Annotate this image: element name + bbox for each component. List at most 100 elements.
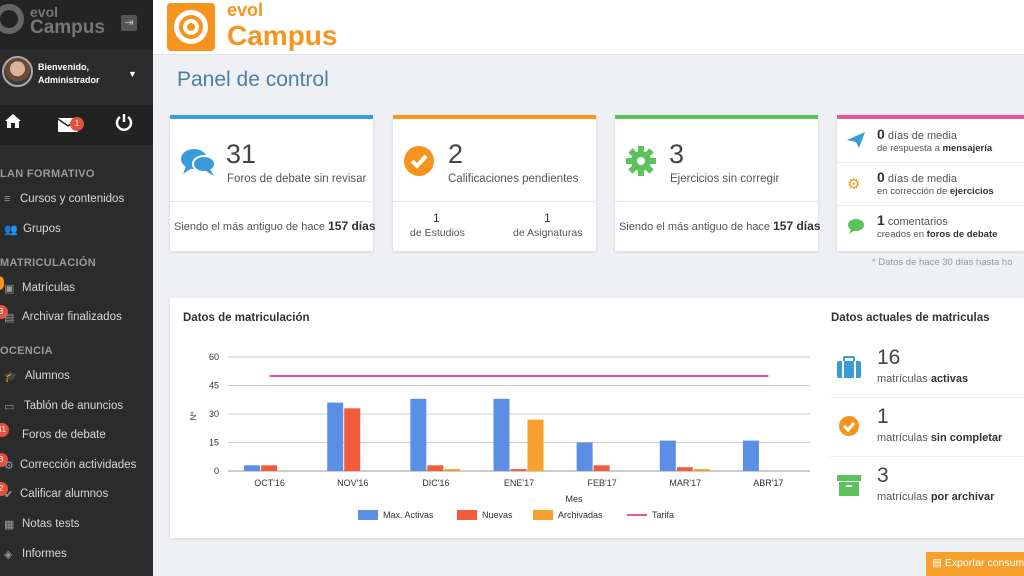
avg-exercises-row: ⚙ 0 días de media en corrección de ejerc… — [837, 163, 1024, 206]
comments-icon — [848, 219, 864, 234]
sidebar-item-archivar[interactable]: 3 ▤ Archivar finalizados — [0, 305, 153, 332]
brand-swirl-inner — [183, 19, 199, 35]
card-forums[interactable]: 31 Foros de debate sin revisar Siendo el… — [170, 115, 376, 251]
sidebar-item-notas[interactable]: ▦ Notas tests — [0, 515, 153, 539]
chart-bar — [410, 398, 427, 471]
x-tick-label: FEB'17 — [588, 478, 617, 488]
forums-footer: Siendo el más antiguo de hace 157 días — [174, 219, 376, 233]
avg-forums-value: 1 comentarios — [877, 212, 948, 228]
check-circle-icon — [404, 146, 434, 176]
foros-badge: 31 — [0, 423, 9, 437]
brand-campus: Campus — [227, 20, 338, 51]
sidebar-item-calificar[interactable]: 2 ✔ Calificar alumnos — [0, 482, 153, 509]
avg-exercises-desc: en corrección de ejercicios — [877, 186, 994, 197]
legend-label: Nuevas — [482, 510, 513, 520]
sidebar-item-label: Corrección actividades — [20, 459, 137, 471]
top-bar: evol Campus — [153, 0, 1024, 55]
sidebar-item-label: Informes — [22, 548, 67, 560]
list-icon: ▦ — [4, 519, 15, 531]
matriculas-badge — [0, 276, 4, 290]
sidebar-item-correccion[interactable]: 3 ⚙ Corrección actividades — [0, 453, 153, 480]
quick-actions: 1 — [0, 105, 153, 145]
collapse-sidebar-icon[interactable]: ⇥ — [121, 15, 137, 31]
gear-icon — [626, 146, 656, 176]
avatar — [2, 56, 33, 87]
avg-value: 0 — [877, 169, 885, 185]
divider — [615, 201, 818, 202]
chart-bar — [344, 408, 361, 471]
users-icon: 👥 — [4, 224, 18, 236]
card-accent-bar — [170, 115, 373, 119]
sidebar-item-grupos[interactable]: 👥 Grupos — [0, 220, 153, 244]
grades-studies-label: de Estudios — [410, 227, 465, 239]
grades-label: Calificaciones pendientes — [448, 173, 579, 185]
sidebar-item-informes[interactable]: ◈ Informes — [0, 545, 153, 569]
x-tick-label: ENE'17 — [504, 478, 534, 488]
current-label-text: matrículas — [877, 491, 928, 503]
card-accent-bar — [837, 115, 1024, 119]
briefcase-icon: ▣ — [4, 283, 15, 295]
sidebar-item-label: Notas tests — [22, 518, 80, 530]
chevron-down-icon[interactable]: ▼ — [128, 69, 137, 79]
enrollment-chart-title: Datos de matriculación — [183, 312, 310, 324]
avg-desc-bold: mensajería — [942, 143, 993, 154]
sidebar-item-label: Grupos — [23, 223, 61, 235]
avg-desc: de respuesta a — [877, 143, 940, 154]
averages-note: * Datos de hace 30 días hasta ho — [872, 257, 1013, 268]
sidebar-item-cursos[interactable]: ≡ Cursos y contenidos — [0, 190, 153, 214]
brand-evol: evol — [227, 0, 264, 20]
home-icon[interactable] — [4, 112, 22, 135]
sidebar-logo[interactable]: evol Campus ⇥ — [0, 0, 153, 50]
card-exercises[interactable]: 3 Ejercicios sin corregir Siendo el más … — [615, 115, 821, 251]
avg-unit: días de media — [887, 173, 957, 185]
enrollment-panel: Datos de matriculación 0 15 30 45 60 Nº OCT'16… — [170, 298, 1024, 538]
chart-bar — [244, 465, 261, 471]
card-grades[interactable]: 2 Calificaciones pendientes 1 de Estudio… — [393, 115, 596, 251]
power-icon[interactable] — [115, 113, 133, 136]
card-accent-bar — [615, 115, 818, 119]
x-axis-label: Mes — [565, 494, 583, 504]
avg-desc: creados en — [877, 229, 925, 240]
sidebar-item-label: Matrículas — [22, 282, 76, 294]
briefcase-icon — [837, 356, 861, 378]
forums-count: 31 — [226, 139, 257, 169]
gear-icon: ⚙ — [4, 460, 14, 472]
chart-bar — [493, 398, 510, 471]
user-menu[interactable]: Bienvenido, Administrador ▼ — [0, 50, 153, 104]
sidebar-item-matriculas[interactable]: ▣ Matrículas — [0, 276, 153, 303]
legend-swatch — [533, 510, 553, 520]
legend-label: Max. Activas — [383, 510, 434, 520]
legend-label: Archivadas — [558, 510, 603, 520]
chart-bar — [444, 469, 461, 471]
chart-bar — [659, 440, 676, 471]
chart-bar — [693, 469, 710, 471]
current-label-bold: sin completar — [930, 432, 1003, 444]
current-incomplete-row: 1 matrículas sin completar — [830, 399, 1024, 457]
legend-label: Tarifa — [652, 510, 674, 520]
avg-unit: días de media — [887, 130, 957, 142]
sidebar-logo-evol: evol — [30, 4, 59, 20]
sidebar-item-foros[interactable]: 31 Foros de debate — [0, 423, 153, 450]
sidebar-item-alumnos[interactable]: 🎓 Alumnos — [0, 367, 153, 391]
avg-forums-row: 1 comentarios creados en foros de debate — [837, 206, 1024, 249]
forums-label: Foros de debate sin revisar — [227, 173, 367, 185]
logo-swirl-icon — [0, 4, 24, 34]
avg-value: 0 — [877, 126, 885, 142]
chart-bar — [427, 465, 444, 471]
y-tick-label: 60 — [209, 352, 219, 362]
exercises-count: 3 — [669, 139, 685, 169]
sidebar-logo-campus: Campus — [30, 17, 105, 38]
welcome-text: Bienvenido, Administrador — [38, 61, 100, 87]
current-label-bold: por archivar — [930, 491, 995, 503]
chart-bar — [327, 402, 344, 471]
archive-icon — [837, 475, 861, 496]
sidebar-item-label: Archivar finalizados — [22, 311, 122, 323]
chart-bar — [510, 469, 527, 471]
sidebar-item-tablon[interactable]: ▭ Tablón de anuncios — [0, 397, 153, 421]
chart-bar — [527, 419, 544, 471]
graduation-cap-icon: 🎓 — [4, 371, 18, 383]
section-matriculacion: MATRICULACIÓN — [0, 257, 96, 269]
sidebar-item-label: Calificar alumnos — [20, 488, 109, 500]
export-consumption-button[interactable]: ▤ Exportar consum — [926, 552, 1024, 576]
exercises-footer-text: Siendo el más antiguo de hace — [619, 221, 771, 233]
